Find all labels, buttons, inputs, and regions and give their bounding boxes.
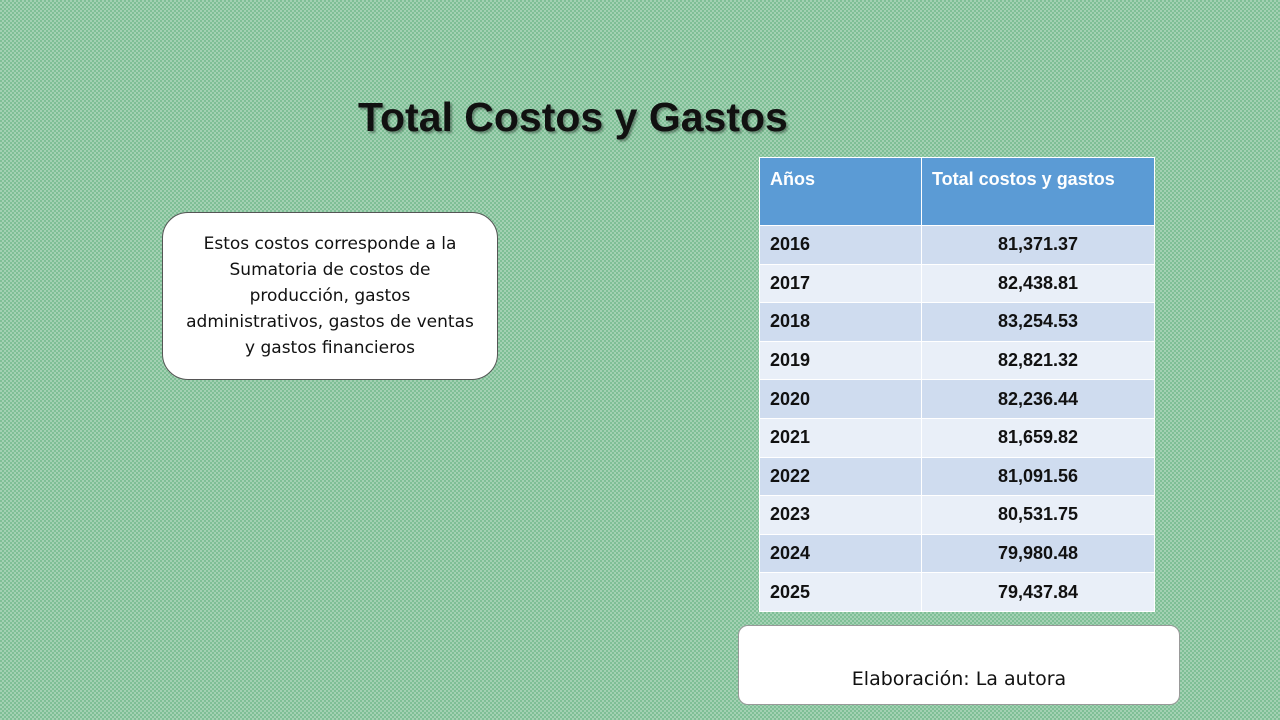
table-row: 2021 81,659.82 <box>759 417 1155 458</box>
table-row: 2025 79,437.84 <box>759 572 1155 612</box>
total-cell: 81,091.56 <box>921 456 1155 497</box>
table-row: 2018 83,254.53 <box>759 302 1155 342</box>
table-body: 2016 81,371.37 2017 82,438.81 2018 83,254.53 2… <box>759 225 1155 612</box>
header-total: Total costos y gastos <box>921 157 1155 226</box>
year-cell: 2016 <box>759 225 922 265</box>
header-years: Años <box>759 157 922 226</box>
total-cell: 82,236.44 <box>921 379 1155 419</box>
total-cell: 81,659.82 <box>921 417 1155 458</box>
year-cell: 2021 <box>759 417 922 458</box>
year-cell: 2024 <box>759 533 922 574</box>
table-row: 2024 79,980.48 <box>759 533 1155 574</box>
costs-table: Años Total costos y gastos 2016 81,371.37… <box>759 157 1155 612</box>
table-row: 2017 82,438.81 <box>759 263 1155 304</box>
costs-table-container: Años Total costos y gastos 2016 81,371.37… <box>759 157 1155 612</box>
source-box: Elaboración: La autora <box>738 625 1180 705</box>
table-row: 2023 80,531.75 <box>759 495 1155 535</box>
table-row: 2016 81,371.37 <box>759 225 1155 265</box>
total-cell: 79,437.84 <box>921 572 1155 612</box>
year-cell: 2017 <box>759 263 922 304</box>
slide-title: Total Costos y Gastos <box>358 94 788 140</box>
table-header-row: Años Total costos y gastos <box>759 157 1155 226</box>
total-cell: 80,531.75 <box>921 495 1155 535</box>
year-cell: 2022 <box>759 456 922 497</box>
year-cell: 2019 <box>759 340 922 381</box>
note-text: Estos costos corresponde a la Sumatoria … <box>186 234 474 358</box>
table-row: 2020 82,236.44 <box>759 379 1155 419</box>
source-text: Elaboración: La autora <box>851 668 1067 690</box>
total-cell: 81,371.37 <box>921 225 1155 265</box>
total-cell: 83,254.53 <box>921 302 1155 342</box>
year-cell: 2020 <box>759 379 922 419</box>
total-cell: 82,821.32 <box>921 340 1155 381</box>
year-cell: 2018 <box>759 302 922 342</box>
total-cell: 79,980.48 <box>921 533 1155 574</box>
table-row: 2022 81,091.56 <box>759 456 1155 497</box>
year-cell: 2023 <box>759 495 922 535</box>
table-row: 2019 82,821.32 <box>759 340 1155 381</box>
note-callout: Estos costos corresponde a la Sumatoria … <box>162 212 498 380</box>
year-cell: 2025 <box>759 572 922 612</box>
total-cell: 82,438.81 <box>921 263 1155 304</box>
